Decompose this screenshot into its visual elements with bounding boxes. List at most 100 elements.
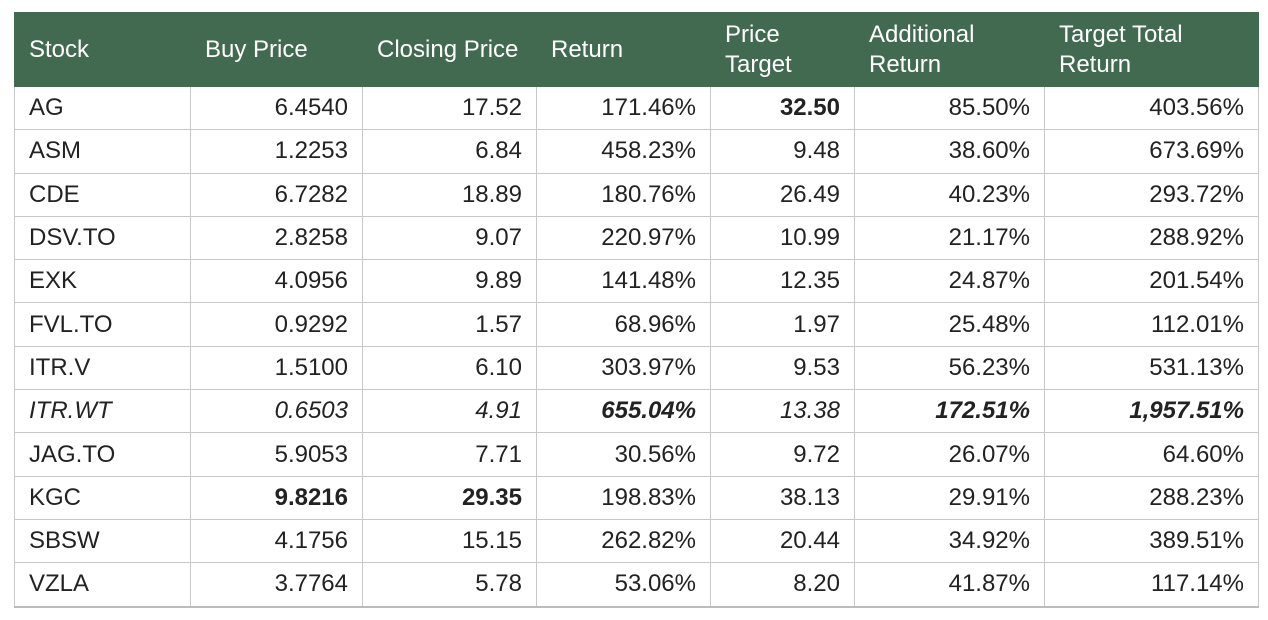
header-row: Stock Buy Price Closing Price Return Price T… xyxy=(14,12,1259,87)
table-row: SBSW 4.1756 15.15 262.82% 20.44 34.92% 389.51% xyxy=(14,518,1259,564)
stock-cell: EXK xyxy=(14,259,191,304)
value-cell: 40.23% xyxy=(854,172,1045,217)
value-cell: 389.51% xyxy=(1044,518,1259,564)
table-row: CDE 6.7282 18.89 180.76% 26.49 40.23% 293.72% xyxy=(14,172,1259,217)
value-cell: 9.89 xyxy=(362,259,537,304)
value-cell: 1.97 xyxy=(710,302,855,347)
value-cell: 180.76% xyxy=(536,172,711,217)
value-cell: 13.38 xyxy=(710,389,855,434)
value-cell: 141.48% xyxy=(536,259,711,304)
value-cell: 6.7282 xyxy=(190,172,363,217)
table-container: Stock Buy Price Closing Price Return Price T… xyxy=(14,12,1259,608)
value-cell: 41.87% xyxy=(854,562,1045,608)
table-row: VZLA 3.7764 5.78 53.06% 8.20 41.87% 117.14% xyxy=(14,562,1259,608)
table-row: ITR.WT 0.6503 4.91 655.04% 13.38 172.51% 1,957… xyxy=(14,389,1259,434)
value-cell: 288.23% xyxy=(1044,475,1259,520)
value-cell: 17.52 xyxy=(362,85,537,131)
value-cell: 20.44 xyxy=(710,518,855,564)
value-cell: 4.1756 xyxy=(190,518,363,564)
value-cell: 6.84 xyxy=(362,129,537,174)
value-cell: 112.01% xyxy=(1044,302,1259,347)
stock-cell: ASM xyxy=(14,129,191,174)
value-cell: 171.46% xyxy=(536,85,711,131)
value-cell: 172.51% xyxy=(854,389,1045,434)
value-cell: 26.07% xyxy=(854,432,1045,477)
value-cell: 26.49 xyxy=(710,172,855,217)
value-cell: 9.53 xyxy=(710,345,855,391)
value-cell: 1.2253 xyxy=(190,129,363,174)
table-row: FVL.TO 0.9292 1.57 68.96% 1.97 25.48% 112.01% xyxy=(14,302,1259,347)
value-cell: 9.48 xyxy=(710,129,855,174)
value-cell: 21.17% xyxy=(854,215,1045,261)
column-header: Closing Price xyxy=(362,12,537,87)
value-cell: 117.14% xyxy=(1044,562,1259,608)
stock-cell: AG xyxy=(14,85,191,131)
value-cell: 220.97% xyxy=(536,215,711,261)
value-cell: 9.8216 xyxy=(190,475,363,520)
value-cell: 15.15 xyxy=(362,518,537,564)
value-cell: 56.23% xyxy=(854,345,1045,391)
table-row: JAG.TO 5.9053 7.71 30.56% 9.72 26.07% 64.60% xyxy=(14,432,1259,477)
value-cell: 0.9292 xyxy=(190,302,363,347)
value-cell: 6.10 xyxy=(362,345,537,391)
value-cell: 288.92% xyxy=(1044,215,1259,261)
table-row: AG 6.4540 17.52 171.46% 32.50 85.50% 403.56% xyxy=(14,85,1259,131)
value-cell: 198.83% xyxy=(536,475,711,520)
value-cell: 38.60% xyxy=(854,129,1045,174)
table-body: AG 6.4540 17.52 171.46% 32.50 85.50% 403.56% AS… xyxy=(14,85,1259,608)
value-cell: 12.35 xyxy=(710,259,855,304)
stock-cell: DSV.TO xyxy=(14,215,191,261)
stock-cell: FVL.TO xyxy=(14,302,191,347)
value-cell: 4.91 xyxy=(362,389,537,434)
column-header: Return xyxy=(536,12,711,87)
stock-cell: CDE xyxy=(14,172,191,217)
value-cell: 18.89 xyxy=(362,172,537,217)
value-cell: 3.7764 xyxy=(190,562,363,608)
value-cell: 9.72 xyxy=(710,432,855,477)
value-cell: 403.56% xyxy=(1044,85,1259,131)
value-cell: 24.87% xyxy=(854,259,1045,304)
value-cell: 4.0956 xyxy=(190,259,363,304)
column-header: Buy Price xyxy=(190,12,363,87)
value-cell: 262.82% xyxy=(536,518,711,564)
value-cell: 29.35 xyxy=(362,475,537,520)
value-cell: 655.04% xyxy=(536,389,711,434)
column-header: Target Total Return xyxy=(1044,12,1259,87)
column-header: Price Target xyxy=(710,12,855,87)
column-header: Additional Return xyxy=(854,12,1045,87)
value-cell: 68.96% xyxy=(536,302,711,347)
value-cell: 673.69% xyxy=(1044,129,1259,174)
value-cell: 458.23% xyxy=(536,129,711,174)
value-cell: 5.78 xyxy=(362,562,537,608)
table-row: EXK 4.0956 9.89 141.48% 12.35 24.87% 201.54% xyxy=(14,259,1259,304)
stock-cell: JAG.TO xyxy=(14,432,191,477)
value-cell: 30.56% xyxy=(536,432,711,477)
value-cell: 1.5100 xyxy=(190,345,363,391)
stock-cell: VZLA xyxy=(14,562,191,608)
value-cell: 85.50% xyxy=(854,85,1045,131)
value-cell: 53.06% xyxy=(536,562,711,608)
value-cell: 29.91% xyxy=(854,475,1045,520)
value-cell: 9.07 xyxy=(362,215,537,261)
value-cell: 6.4540 xyxy=(190,85,363,131)
stock-cell: ITR.WT xyxy=(14,389,191,434)
value-cell: 34.92% xyxy=(854,518,1045,564)
value-cell: 293.72% xyxy=(1044,172,1259,217)
value-cell: 25.48% xyxy=(854,302,1045,347)
value-cell: 5.9053 xyxy=(190,432,363,477)
value-cell: 531.13% xyxy=(1044,345,1259,391)
stock-table: Stock Buy Price Closing Price Return Price T… xyxy=(14,12,1259,608)
value-cell: 2.8258 xyxy=(190,215,363,261)
stock-cell: SBSW xyxy=(14,518,191,564)
column-header: Stock xyxy=(14,12,191,87)
table-row: KGC 9.8216 29.35 198.83% 38.13 29.91% 288.23% xyxy=(14,475,1259,520)
value-cell: 1,957.51% xyxy=(1044,389,1259,434)
table-row: DSV.TO 2.8258 9.07 220.97% 10.99 21.17% 288.92… xyxy=(14,215,1259,261)
value-cell: 32.50 xyxy=(710,85,855,131)
stock-cell: ITR.V xyxy=(14,345,191,391)
value-cell: 7.71 xyxy=(362,432,537,477)
value-cell: 10.99 xyxy=(710,215,855,261)
value-cell: 1.57 xyxy=(362,302,537,347)
value-cell: 38.13 xyxy=(710,475,855,520)
